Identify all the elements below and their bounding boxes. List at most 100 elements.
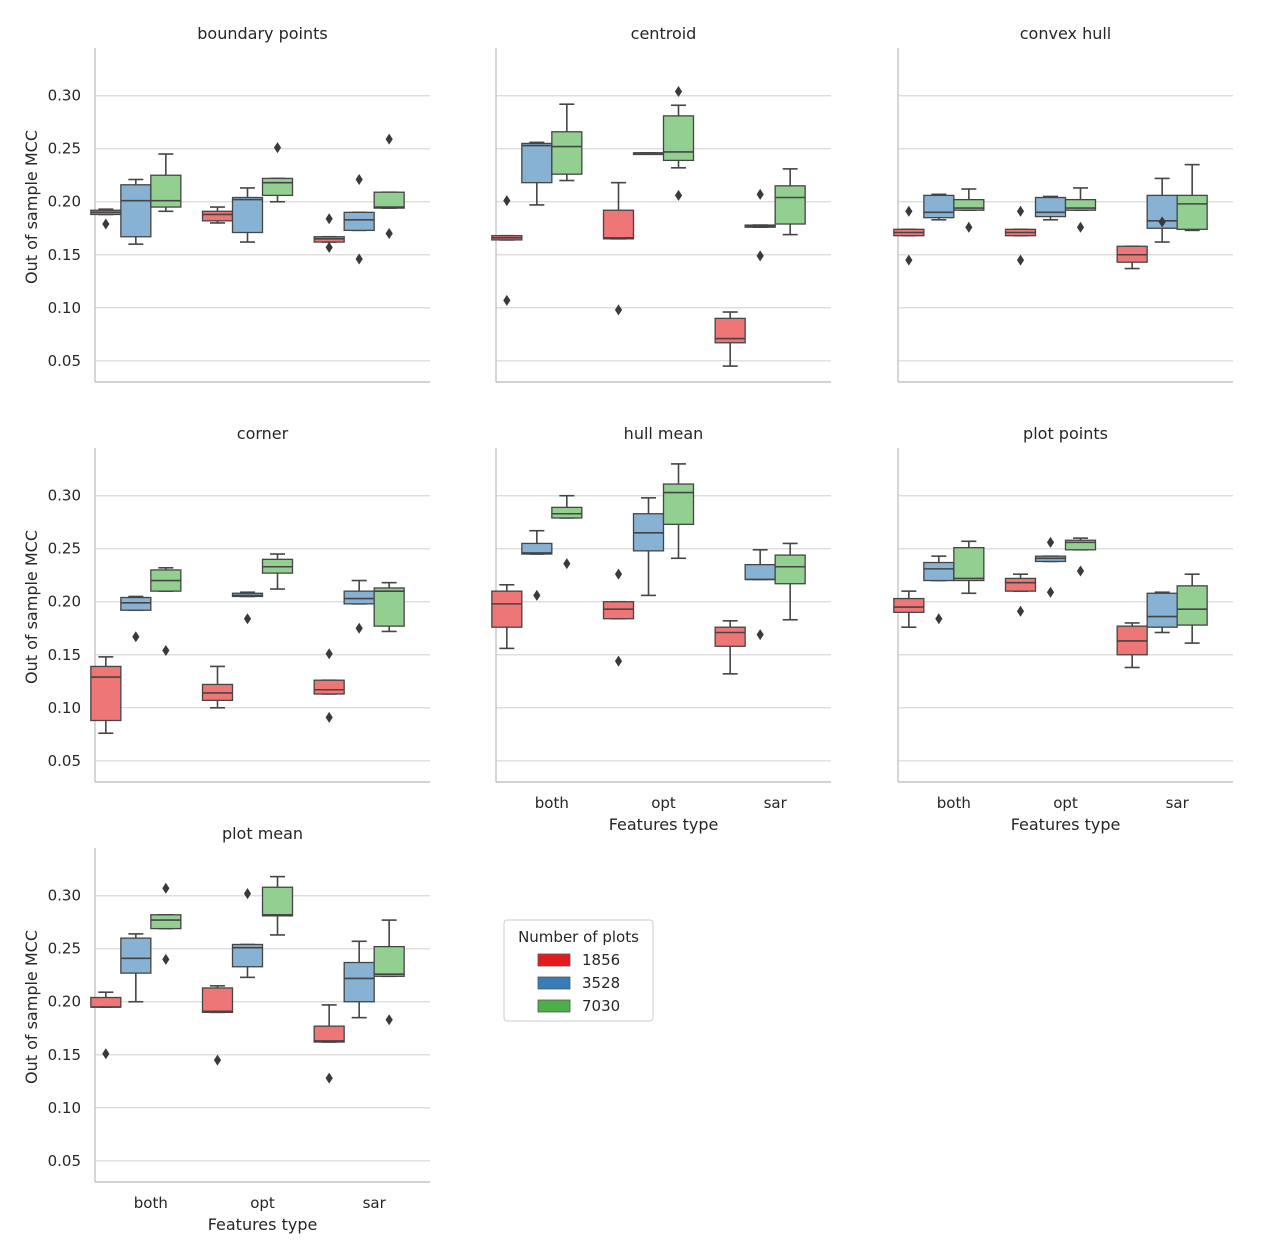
panel-title: centroid [631,24,697,43]
y-tick-label: 0.25 [48,940,81,958]
box-both-3528 [923,555,955,625]
outlier-marker [756,250,764,262]
box-iqr [90,996,122,1008]
outlier-marker [674,85,683,97]
box-iqr [923,561,955,582]
box-both-7030 [150,567,182,657]
box-iqr [1176,585,1208,626]
box-both-7030 [551,494,583,570]
outlier-marker [1076,565,1085,577]
y-axis-title: Out of sample MCC [22,930,41,1084]
x-axis-title: Features type [1011,815,1121,834]
panel-plot-mean: plot mean 0.05 0.10 0.15 0.20 0.25 0.30 Out of … [22,824,430,1234]
box-sar-3528 [343,940,375,1019]
outlier-marker [503,294,511,306]
box-iqr [1064,539,1097,551]
box-sar-1856 [714,311,746,367]
legend-frame [503,919,654,1022]
y-tick-label: 0.25 [48,540,81,558]
box-iqr [313,679,345,695]
y-tick-label: 0.15 [48,1046,81,1064]
box-both-7030 [953,188,985,233]
box-both-3528 [521,141,553,206]
box-opt-7030 [662,85,695,201]
box-opt-1856 [201,206,234,224]
y-tick-label: 0.20 [48,993,81,1011]
x-axis-title: Features type [609,815,719,834]
outlier-marker [1046,536,1055,548]
box-sar-7030 [774,542,806,621]
box-iqr [953,198,985,211]
legend: Number of plots 1856 3528 7030 [503,919,654,1022]
box-iqr [1064,198,1097,211]
outlier-marker [905,254,913,266]
box-sar-1856 [1116,622,1148,669]
box-both-3528 [923,193,955,221]
box-opt-1856 [1004,205,1037,266]
outlier-marker [1016,605,1025,617]
box-iqr [953,547,985,582]
box-iqr [261,177,294,197]
outlier-marker [614,655,623,667]
box-iqr [774,554,806,585]
y-tick-label: 0.10 [48,299,81,317]
outlier-marker [273,142,282,154]
box-sar-1856 [313,213,345,253]
box-opt-3528 [632,152,665,156]
box-opt-1856 [602,181,635,316]
box-iqr [201,987,234,1013]
box-iqr [150,174,182,208]
y-tick-label: 0.20 [48,193,81,211]
y-axis-title: Out of sample MCC [22,530,41,684]
x-tick-label: sar [764,794,788,812]
outlier-marker [385,228,393,240]
outlier-marker [563,558,571,570]
box-opt-1856 [602,568,635,667]
box-iqr [551,506,583,519]
box-iqr [1034,196,1067,218]
box-sar-1856 [313,648,345,723]
outlier-marker [355,622,363,634]
outlier-marker [325,213,333,225]
box-both-3528 [120,595,152,643]
legend-label-7030: 7030 [582,997,620,1015]
box-both-3528 [521,529,553,601]
legend-swatch-7030 [537,999,571,1013]
y-axis-title: Out of sample MCC [22,130,41,284]
box-iqr [744,563,776,581]
panel-title: plot points [1023,424,1108,443]
box-both-3528 [120,933,152,1003]
box-opt-3528 [632,497,665,597]
x-tick-label: opt [1053,794,1078,812]
box-iqr [343,590,375,605]
box-iqr [521,542,553,555]
box-iqr [120,937,152,974]
box-sar-1856 [313,1004,345,1084]
box-opt-7030 [1064,187,1097,233]
y-tick-label: 0.30 [48,487,81,505]
box-iqr [602,209,635,240]
box-sar-1856 [1116,245,1148,270]
outlier-marker [325,648,333,660]
box-sar-3528 [343,579,375,634]
box-sar-1856 [714,620,746,675]
box-sar-7030 [1176,163,1208,232]
box-both-1856 [90,656,122,735]
panel-title: plot mean [222,824,303,843]
box-sar-3528 [343,173,375,265]
box-iqr [1146,592,1178,628]
x-tick-label: both [134,1194,168,1212]
outlier-marker [1076,221,1085,233]
outlier-marker [162,882,170,894]
box-opt-3528 [231,591,264,625]
box-sar-7030 [373,581,405,633]
outlier-marker [162,645,170,657]
box-iqr [120,596,152,611]
box-both-7030 [150,153,182,213]
legend-label-1856: 1856 [582,951,620,969]
box-iqr [373,191,405,209]
box-opt-1856 [201,985,234,1066]
outlier-marker [325,711,333,723]
y-tick-label: 0.30 [48,887,81,905]
